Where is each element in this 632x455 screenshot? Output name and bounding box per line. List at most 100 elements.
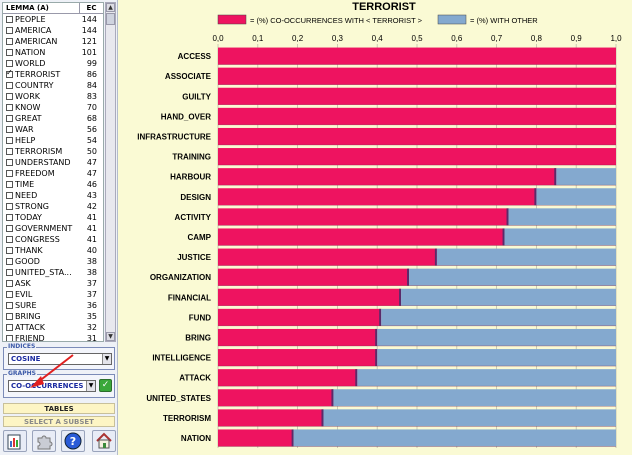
scroll-thumb[interactable] — [106, 13, 115, 25]
scroll-down-icon[interactable]: ▼ — [106, 332, 115, 341]
item-checkbox[interactable] — [6, 192, 13, 199]
x-tick-label: 0,1 — [252, 34, 264, 43]
list-item[interactable]: GOOD 38 — [3, 256, 103, 267]
item-checkbox[interactable] — [6, 68, 13, 78]
item-checkbox[interactable] — [6, 49, 13, 56]
indices-select[interactable]: COSINE ▼ — [8, 353, 112, 365]
list-item[interactable]: UNDERSTAND 47 — [3, 157, 103, 168]
item-checkbox[interactable] — [6, 27, 13, 34]
item-checkbox[interactable] — [6, 335, 13, 341]
list-item[interactable]: TIME 46 — [3, 179, 103, 190]
help-button[interactable]: ? — [61, 430, 85, 452]
item-checkbox[interactable] — [6, 247, 13, 254]
column-header-lemma[interactable]: LEMMA (A) — [6, 4, 49, 12]
list-item[interactable]: TERRORIST 86 — [3, 68, 103, 80]
list-item[interactable]: SURE 36 — [3, 300, 103, 311]
item-checkbox[interactable] — [6, 269, 13, 276]
list-item[interactable]: WAR 56 — [3, 124, 103, 135]
item-checkbox[interactable] — [6, 82, 13, 89]
item-checkbox[interactable] — [6, 324, 13, 331]
item-word: COUNTRY — [15, 81, 54, 90]
list-item[interactable]: STRONG 42 — [3, 201, 103, 212]
x-tick-label: 0,4 — [372, 34, 384, 43]
scroll-up-icon[interactable]: ▲ — [106, 3, 115, 12]
item-word: NEED — [15, 191, 38, 200]
indices-value: COSINE — [11, 355, 41, 363]
item-checkbox[interactable] — [6, 148, 13, 155]
item-count: 32 — [86, 323, 97, 332]
item-checkbox[interactable] — [6, 126, 13, 133]
bar-edge — [375, 349, 378, 367]
item-checkbox[interactable] — [6, 104, 13, 111]
chevron-down-icon[interactable]: ▼ — [86, 381, 95, 391]
list-item[interactable]: FREEDOM 47 — [3, 168, 103, 179]
graphs-group: GRAPHS CO-OCCURRENCES ▼ ✓ — [3, 370, 115, 398]
list-item[interactable]: CONGRESS 41 — [3, 234, 103, 245]
item-checkbox[interactable] — [6, 93, 13, 100]
item-checkbox[interactable] — [6, 170, 13, 177]
item-checkbox[interactable] — [6, 258, 13, 265]
list-item[interactable]: EVIL 37 — [3, 289, 103, 300]
item-word: THANK — [15, 246, 43, 255]
list-item[interactable]: GREAT 68 — [3, 113, 103, 124]
puzzle-button[interactable] — [32, 430, 56, 452]
list-item[interactable]: NEED 43 — [3, 190, 103, 201]
list-header[interactable]: LEMMA (A) EC — [3, 3, 103, 14]
list-item[interactable]: UNITED_STA... 38 — [3, 267, 103, 278]
item-word: FRIEND — [15, 334, 45, 342]
x-tick-label: 0,5 — [411, 34, 423, 43]
list-item[interactable]: THANK 40 — [3, 245, 103, 256]
item-checkbox[interactable] — [6, 159, 13, 166]
list-item[interactable]: PEOPLE 144 — [3, 14, 103, 25]
list-item[interactable]: TODAY 41 — [3, 212, 103, 223]
chart-bars — [218, 47, 616, 447]
list-item[interactable]: COUNTRY 84 — [3, 80, 103, 91]
list-item[interactable]: BRING 35 — [3, 311, 103, 322]
list-item[interactable]: GOVERNMENT 41 — [3, 223, 103, 234]
list-item[interactable]: ASK 37 — [3, 278, 103, 289]
bar-edge — [434, 248, 437, 266]
home-button[interactable] — [92, 430, 116, 452]
tables-button[interactable]: TABLES — [3, 403, 115, 414]
item-checkbox[interactable] — [6, 203, 13, 210]
bar-co-occurrences — [218, 389, 334, 407]
list-item[interactable]: FRIEND 31 — [3, 333, 103, 342]
item-checkbox[interactable] — [6, 115, 13, 122]
item-count: 68 — [86, 114, 97, 123]
list-item[interactable]: AMERICA 144 — [3, 25, 103, 36]
list-item[interactable]: KNOW 70 — [3, 102, 103, 113]
help-icon: ? — [64, 432, 82, 450]
x-tick-label: 0,6 — [451, 34, 463, 43]
graphs-select[interactable]: CO-OCCURRENCES ▼ — [8, 380, 96, 392]
list-item[interactable]: NATION 101 — [3, 47, 103, 58]
item-checkbox[interactable] — [6, 181, 13, 188]
list-item[interactable]: HELP 54 — [3, 135, 103, 146]
item-checkbox[interactable] — [6, 313, 13, 320]
item-count: 121 — [81, 37, 97, 46]
list-item[interactable]: TERRORISM 50 — [3, 146, 103, 157]
select-subset-button[interactable]: SELECT A SUBSET — [3, 416, 115, 427]
confirm-graph-button[interactable]: ✓ — [99, 379, 112, 392]
bar-co-occurrences — [218, 107, 616, 125]
column-header-count[interactable]: EC — [79, 3, 103, 13]
item-checkbox[interactable] — [6, 225, 13, 232]
item-checkbox[interactable] — [6, 60, 13, 67]
item-checkbox[interactable] — [6, 16, 13, 23]
item-checkbox[interactable] — [6, 302, 13, 309]
chevron-down-icon[interactable]: ▼ — [102, 354, 111, 364]
item-checkbox[interactable] — [6, 291, 13, 298]
list-item[interactable]: ATTACK 32 — [3, 322, 103, 333]
lemma-list[interactable]: LEMMA (A) EC PEOPLE 144 AMERICA 144 AMERICAN… — [2, 2, 104, 342]
item-count: 144 — [81, 26, 97, 35]
list-scrollbar[interactable]: ▲ ▼ — [105, 2, 116, 342]
item-checkbox[interactable] — [6, 214, 13, 221]
item-checkbox[interactable] — [6, 236, 13, 243]
item-checkbox[interactable] — [6, 137, 13, 144]
item-checkbox[interactable] — [6, 280, 13, 287]
list-item[interactable]: WORLD 99 — [3, 58, 103, 69]
list-item[interactable]: WORK 83 — [3, 91, 103, 102]
y-tick-label: HAND_OVER — [161, 112, 211, 121]
list-item[interactable]: AMERICAN 121 — [3, 36, 103, 47]
report-button[interactable] — [3, 430, 27, 452]
item-checkbox[interactable] — [6, 38, 13, 45]
